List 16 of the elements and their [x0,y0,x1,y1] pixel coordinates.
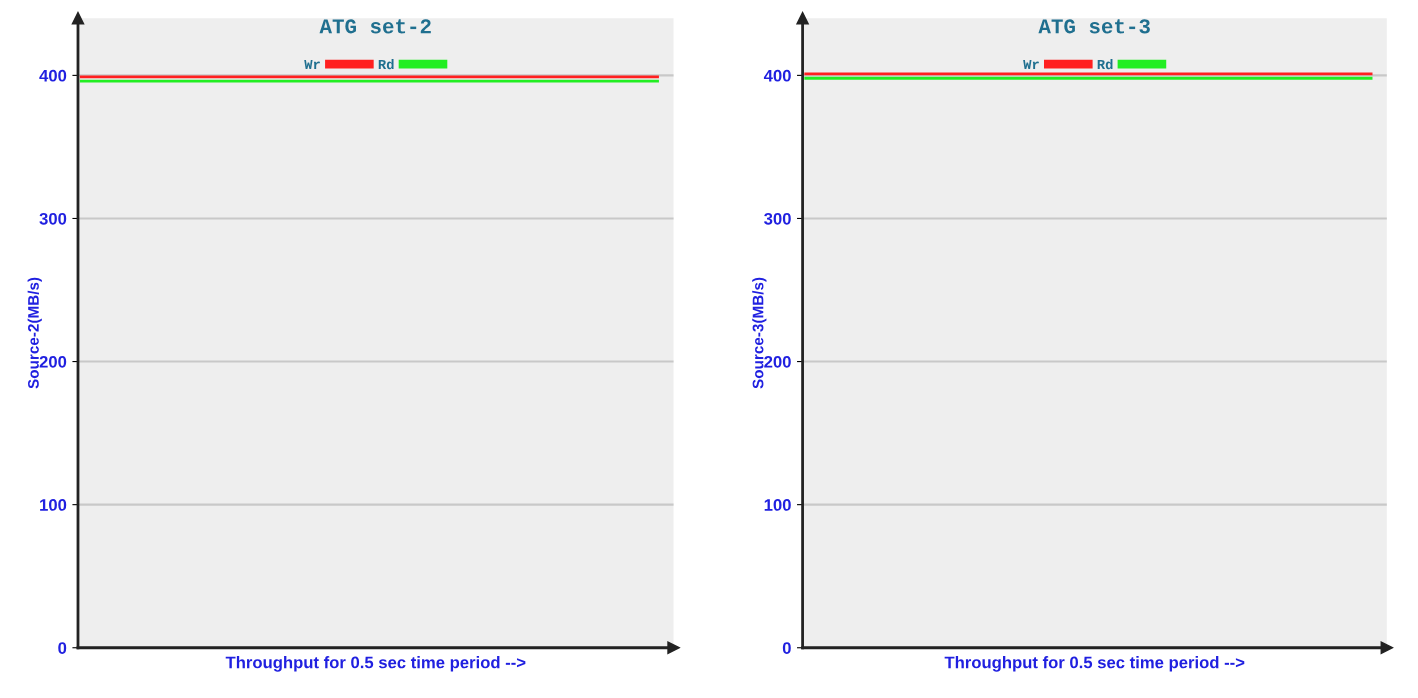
y-tick-label: 100 [40,499,67,511]
x-axis-title: Throughput for 0.5 sec time period --> [944,656,1245,672]
chart-title: ATG set-3 [1038,19,1150,34]
x-axis-title: Throughput for 0.5 sec time period --> [225,656,526,672]
y-tick-label: 100 [764,499,791,511]
y-tick-label: 300 [764,212,791,225]
legend-label: Rd [1097,58,1113,70]
legend-label: Wr [1023,59,1039,70]
y-tick-label: 300 [39,212,67,225]
legend-label: Rd [378,58,394,70]
legend-label: Wr [304,59,320,70]
y-tick-label: 400 [39,69,67,82]
y-tick-label: 0 [782,642,791,654]
chart-title: ATG set-2 [319,19,431,34]
y-tick-label: 0 [58,642,67,654]
y-tick-label: 400 [763,69,791,82]
